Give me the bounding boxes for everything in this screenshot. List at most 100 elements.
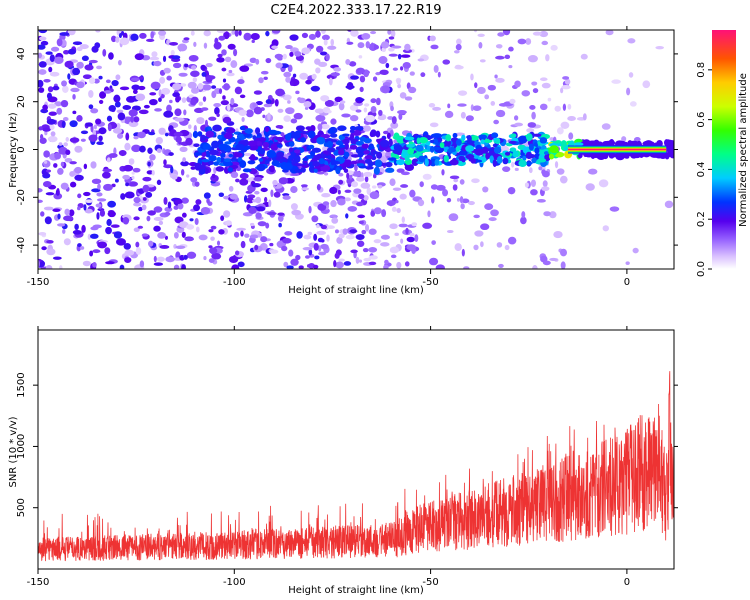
- spectrogram-cell: [321, 34, 330, 41]
- spectrogram-cell: [409, 71, 415, 76]
- snr-ticks: -150 -100 -50 0 500 1000 1500: [16, 326, 678, 588]
- spectrogram-cell: [45, 192, 55, 196]
- spectrogram-cell: [437, 71, 441, 78]
- spectrogram-cell: [427, 210, 431, 218]
- spectrogram-ridge-cell: [350, 160, 358, 165]
- spectrogram-cell: [47, 135, 58, 143]
- spectrogram-ridge-cell: [384, 161, 393, 168]
- spectrogram-cell: [246, 197, 254, 204]
- spectrogram-cell: [326, 110, 332, 114]
- spectrogram-cell: [135, 246, 142, 255]
- spectrogram-cell: [477, 33, 485, 37]
- spectrogram-cell: [495, 109, 506, 118]
- spectrogram-cell: [400, 238, 404, 244]
- spectrogram-cell: [186, 251, 197, 259]
- spectrogram-ridge-cell: [528, 143, 534, 151]
- spectrogram-cell: [287, 64, 293, 73]
- spectrogram-cell: [461, 248, 465, 257]
- spectrogram-cell: [234, 86, 243, 95]
- spectrogram-ridge-cell: [300, 137, 307, 143]
- spectrogram-cell: [448, 213, 459, 222]
- spectrogram-ridge-cell: [269, 165, 275, 173]
- spectrogram-cell: [255, 58, 260, 65]
- spectrogram-cell: [114, 101, 121, 108]
- spectrogram-cell: [542, 170, 550, 178]
- spectrogram-cell: [541, 82, 551, 89]
- spectrogram-cell: [60, 99, 69, 108]
- spectrogram-ridge-cell: [223, 158, 232, 163]
- spectrogram-cell: [172, 62, 182, 69]
- spectrogram-ridge-cell: [288, 147, 294, 153]
- spectrogram-cell: [38, 30, 48, 34]
- spectrogram-ridge-cell: [667, 145, 674, 149]
- spectrogram-cell: [419, 181, 424, 188]
- spectrogram-cell: [104, 247, 111, 255]
- spectrogram-cell: [183, 37, 190, 41]
- spectrogram-cell: [95, 118, 102, 125]
- spectrogram-cell: [488, 217, 497, 222]
- spectrogram-cell: [317, 123, 323, 131]
- spectrogram-cell: [216, 240, 221, 246]
- spectrogram-cell: [526, 128, 535, 133]
- spectrogram-cell: [80, 138, 86, 142]
- spectrogram-ridge-cell: [415, 144, 424, 152]
- spectrogram-cell: [532, 31, 542, 36]
- spectrogram-cell: [431, 196, 435, 204]
- spectrogram-cell: [365, 114, 376, 123]
- spectrogram-cell: [170, 49, 175, 56]
- spectrogram-ridge-cell: [427, 135, 434, 139]
- spectrogram-cell: [156, 256, 165, 262]
- spectrogram-ridge-cell: [544, 153, 551, 162]
- snr-ytick-label: 500: [16, 498, 27, 517]
- spectrogram-cell: [183, 254, 188, 260]
- spectrogram-cell: [297, 97, 306, 104]
- spectrogram-cell: [146, 215, 151, 222]
- spectrogram-cell: [303, 101, 312, 108]
- spectrogram-cell: [380, 242, 390, 247]
- spectrogram-cell: [358, 193, 365, 200]
- spectrogram-cell: [186, 174, 190, 178]
- spectrogram-cell: [95, 30, 101, 33]
- spectrogram-cell: [350, 249, 358, 254]
- spectrogram-cell: [158, 97, 162, 103]
- spectrogram-cell: [341, 113, 351, 118]
- spectrogram-cell: [401, 171, 410, 176]
- spectrogram-cell: [124, 249, 135, 256]
- spectrogram-cell: [117, 112, 126, 121]
- spectrogram-ridge-cell: [215, 166, 225, 172]
- spectrogram-cell: [282, 195, 291, 200]
- spectrogram-cell: [222, 116, 232, 124]
- spectrogram-cell: [128, 158, 135, 165]
- spectrogram-cell: [344, 189, 352, 193]
- spectrogram-cell: [169, 99, 173, 104]
- spectrogram-cell: [404, 96, 413, 101]
- spectrogram-cell: [131, 171, 135, 175]
- spectrogram-cell: [90, 161, 97, 169]
- spectrogram-cell: [83, 163, 88, 170]
- spectrogram-cell: [395, 200, 399, 204]
- spectrogram-cell: [315, 45, 324, 53]
- spectrogram-cell: [130, 115, 135, 123]
- spectrogram-ridge-cell: [404, 136, 411, 141]
- spectrogram-cell: [580, 53, 588, 60]
- spectrogram-ridge-cell: [407, 147, 415, 155]
- spectrogram-ridge-cell: [331, 139, 338, 143]
- spectrogram-cell: [479, 59, 486, 63]
- spectrogram-cell: [390, 105, 394, 112]
- spectrogram-ridge-cell: [259, 148, 266, 155]
- spectrogram-cell: [65, 149, 71, 155]
- spectrogram-cell: [196, 117, 205, 125]
- spectrogram-cell: [43, 206, 54, 211]
- spectrogram-cell: [484, 203, 494, 211]
- snr-series-line: [38, 371, 674, 562]
- spectrogram-cell: [311, 215, 319, 223]
- spectrogram-ridge-cell: [256, 163, 266, 172]
- spectrogram-cell: [328, 77, 333, 86]
- spectrogram-cell: [525, 38, 532, 45]
- spectrogram-cell: [564, 78, 571, 85]
- spectrogram-cell: [287, 100, 291, 104]
- spectrogram-cell: [338, 233, 345, 239]
- spectrogram-cell: [497, 32, 505, 37]
- spectrogram-cell: [130, 77, 140, 82]
- spectrogram-cell: [153, 262, 164, 266]
